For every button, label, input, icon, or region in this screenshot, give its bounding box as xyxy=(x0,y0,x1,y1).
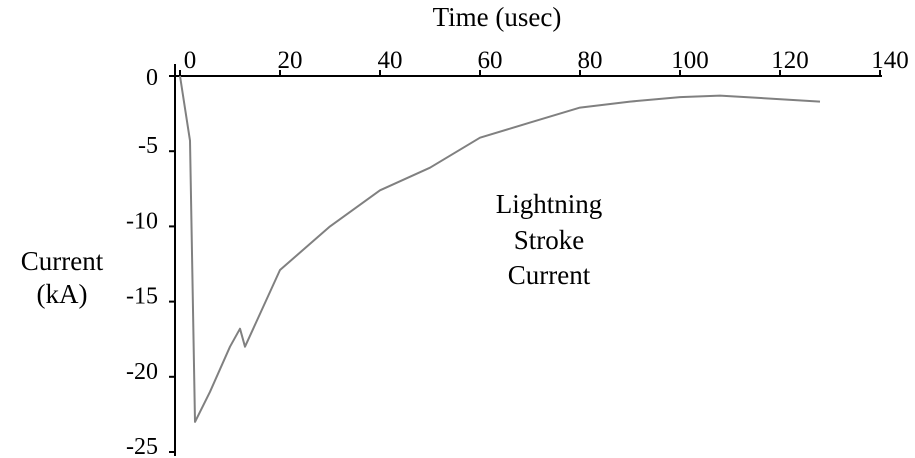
annotation-line-2: Stroke xyxy=(514,225,585,255)
x-ticks: 0 20 40 60 80 100 120 140 xyxy=(179,47,909,76)
annotation-line-3: Current xyxy=(508,260,591,290)
y-axis-title-line-1: Current xyxy=(21,246,104,276)
y-tick-label: -5 xyxy=(138,133,158,159)
y-tick-label: -10 xyxy=(126,208,158,234)
x-axis-title: Time (usec) xyxy=(433,2,562,32)
annotation-line-1: Lightning xyxy=(496,189,603,219)
x-tick-label: 60 xyxy=(478,47,503,74)
axes xyxy=(172,64,882,456)
x-tick-label: 40 xyxy=(378,47,403,74)
y-axis-title-line-2: (kA) xyxy=(37,279,88,309)
x-tick-label: 80 xyxy=(578,47,603,74)
y-tick-label: -15 xyxy=(126,284,158,310)
x-tick-label: 20 xyxy=(278,47,303,74)
x-tick-label: 100 xyxy=(671,47,709,74)
x-tick-label: 0 xyxy=(184,47,197,74)
x-tick-label: 120 xyxy=(771,47,809,74)
x-tick-label: 140 xyxy=(871,47,909,74)
y-tick-label: -25 xyxy=(126,434,158,458)
y-tick-label: 0 xyxy=(146,65,158,91)
current-series-line xyxy=(179,75,821,423)
y-ticks: 0 -5 -10 -15 -20 -25 xyxy=(126,65,175,458)
y-tick-label: -20 xyxy=(126,359,158,385)
